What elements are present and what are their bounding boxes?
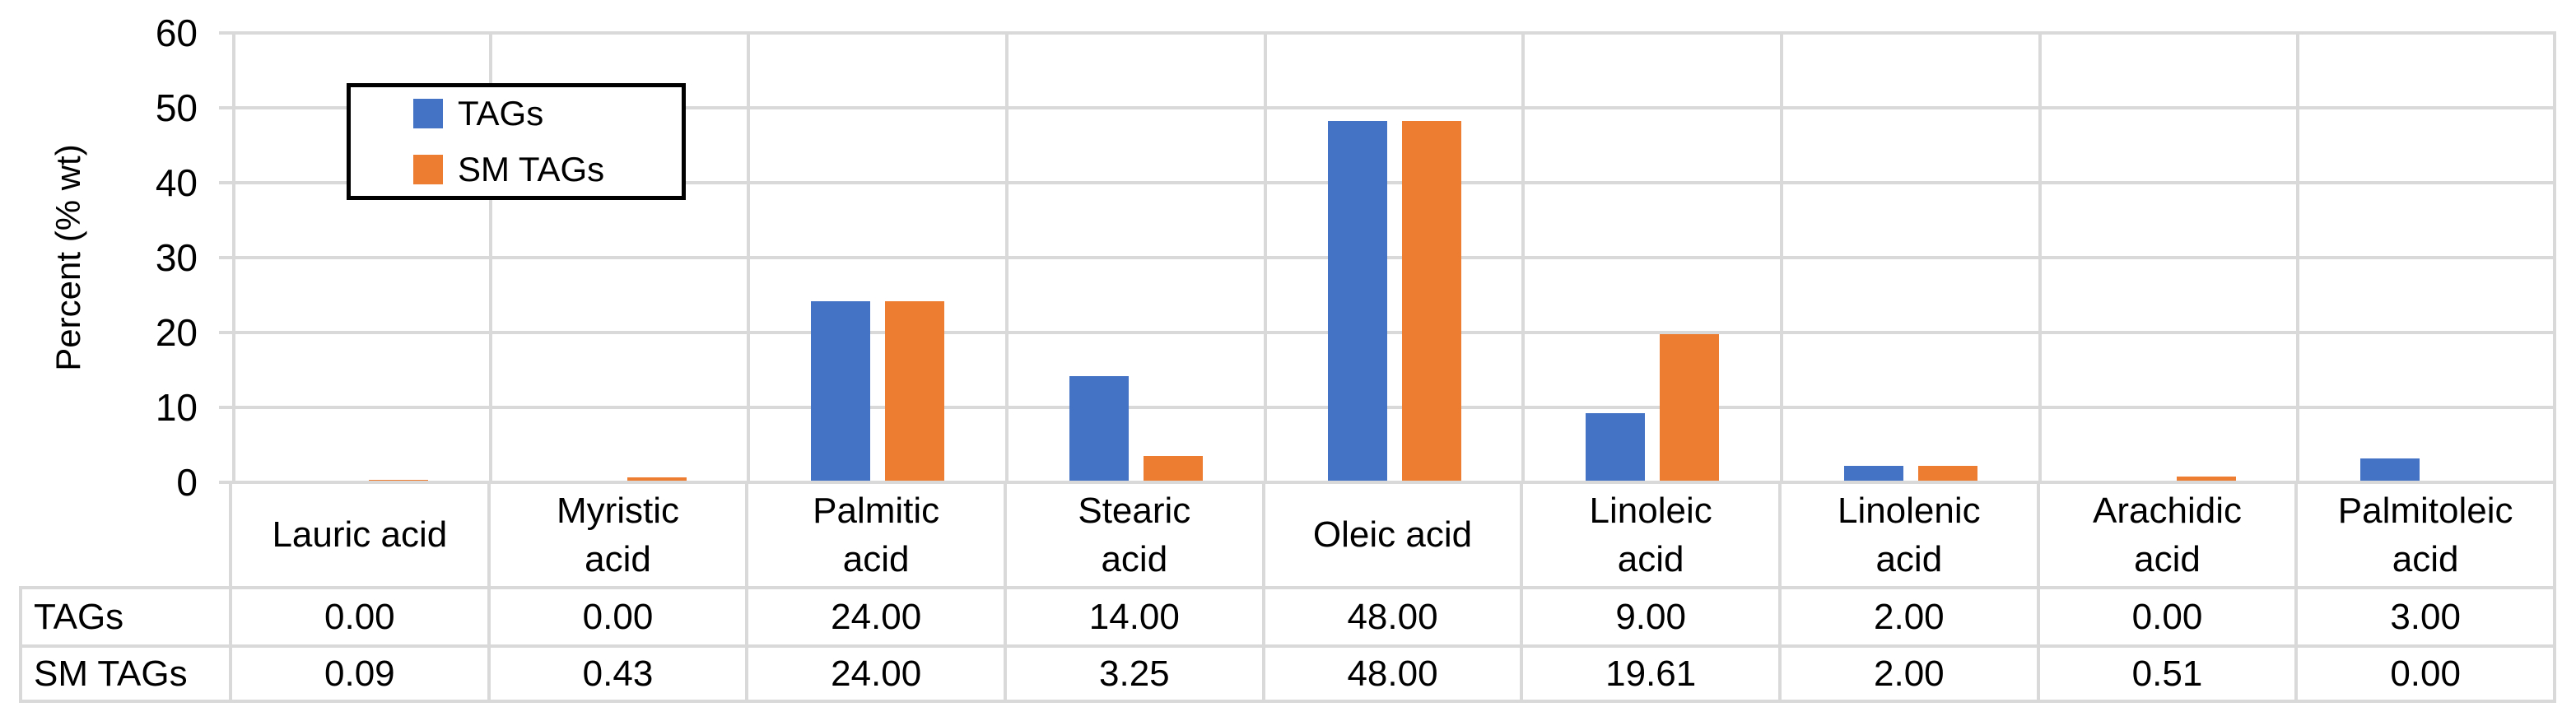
bar-tags-palmitic-acid <box>811 300 871 481</box>
category-header-stearic-acid: Stearic acid <box>1007 484 1265 586</box>
y-tick-label-30: 30 <box>155 236 198 279</box>
value-sm-tags-palmitic-acid: 24.00 <box>748 644 1007 703</box>
value-tags-arachidic-acid: 0.00 <box>2039 586 2299 644</box>
gridline-h-50 <box>232 106 2556 109</box>
table-corner-cell <box>19 484 232 586</box>
value-sm-tags-linoleic-acid: 19.61 <box>1523 644 1782 703</box>
bar-sm-tags-stearic-acid <box>1143 456 1203 481</box>
category-header-lauric-acid: Lauric acid <box>232 484 491 586</box>
gridline-h-30 <box>232 256 2556 259</box>
gridline-h-40 <box>232 181 2556 184</box>
y-tick-mark-10 <box>219 406 232 409</box>
category-header-linoleic-acid: Linoleic acid <box>1523 484 1782 586</box>
gridline-v-3 <box>1005 31 1009 484</box>
gridline-h-0 <box>232 481 2556 484</box>
data-table: Lauric acid Myristic acid Palmitic acid Ste… <box>19 484 2556 703</box>
value-tags-lauric-acid: 0.00 <box>232 586 491 644</box>
row-label-sm-tags: SM TAGs <box>19 644 232 703</box>
bar-sm-tags-lauric-acid <box>368 480 428 481</box>
value-tags-linoleic-acid: 9.00 <box>1523 586 1782 644</box>
value-sm-tags-myristic-acid: 0.43 <box>490 644 749 703</box>
legend-item-tags: TAGs <box>413 96 682 131</box>
bar-sm-tags-linolenic-acid <box>1917 465 1977 481</box>
category-header-myristic-acid: Myristic acid <box>491 484 749 586</box>
value-tags-stearic-acid: 14.00 <box>1006 586 1265 644</box>
bar-tags-palmitoleic-acid <box>2360 458 2420 481</box>
legend: TAGs SM TAGs <box>347 83 686 200</box>
y-tick-mark-20 <box>219 331 232 334</box>
bar-sm-tags-linoleic-acid <box>1660 333 1720 481</box>
bar-tags-stearic-acid <box>1069 375 1129 481</box>
y-tick-label-10: 10 <box>155 386 198 429</box>
y-tick-label-0: 0 <box>176 461 198 504</box>
gridline-v-7 <box>2038 31 2042 484</box>
legend-label-sm-tags: SM TAGs <box>458 150 605 188</box>
y-tick-label-50: 50 <box>155 86 198 129</box>
y-tick-mark-30 <box>219 256 232 259</box>
y-tick-label-40: 40 <box>155 161 198 204</box>
value-tags-palmitic-acid: 24.00 <box>748 586 1007 644</box>
gridline-v-2 <box>747 31 751 484</box>
value-tags-linolenic-acid: 2.00 <box>1781 586 2040 644</box>
category-header-palmitoleic-acid: Palmitoleic acid <box>2298 484 2556 586</box>
value-sm-tags-stearic-acid: 3.25 <box>1006 644 1265 703</box>
gridline-v-1 <box>488 31 492 484</box>
gridline-v-8 <box>2296 31 2300 484</box>
value-tags-oleic-acid: 48.00 <box>1265 586 1524 644</box>
y-tick-mark-0 <box>219 481 232 484</box>
bar-sm-tags-palmitic-acid <box>885 300 945 481</box>
category-header-palmitic-acid: Palmitic acid <box>748 484 1007 586</box>
legend-label-tags: TAGs <box>458 94 544 133</box>
plot-border-left <box>232 31 235 484</box>
value-sm-tags-oleic-acid: 48.00 <box>1265 644 1524 703</box>
gridline-v-4 <box>1263 31 1267 484</box>
legend-item-sm-tags: SM TAGs <box>413 152 682 187</box>
legend-swatch-sm-tags <box>413 155 443 184</box>
category-header-linolenic-acid: Linolenic acid <box>1782 484 2040 586</box>
legend-swatch-tags <box>413 99 443 128</box>
y-tick-mark-40 <box>219 181 232 184</box>
bar-sm-tags-arachidic-acid <box>2176 477 2236 481</box>
bar-tags-linolenic-acid <box>1843 465 1903 481</box>
plot-border-right <box>2553 31 2556 484</box>
y-tick-mark-50 <box>219 106 232 109</box>
bar-tags-oleic-acid <box>1327 121 1387 481</box>
bar-sm-tags-oleic-acid <box>1401 121 1461 481</box>
value-sm-tags-linolenic-acid: 2.00 <box>1781 644 2040 703</box>
value-tags-palmitoleic-acid: 3.00 <box>2298 586 2556 644</box>
value-sm-tags-palmitoleic-acid: 0.00 <box>2298 644 2556 703</box>
y-tick-mark-60 <box>219 31 232 35</box>
value-tags-myristic-acid: 0.00 <box>490 586 749 644</box>
y-tick-label-20: 20 <box>155 311 198 354</box>
y-tick-label-60: 60 <box>155 12 198 54</box>
category-header-oleic-acid: Oleic acid <box>1265 484 1524 586</box>
value-sm-tags-arachidic-acid: 0.51 <box>2039 644 2299 703</box>
row-label-tags: TAGs <box>19 586 232 644</box>
category-header-arachidic-acid: Arachidic acid <box>2040 484 2299 586</box>
gridline-h-60 <box>232 31 2556 35</box>
plot-area: TAGs SM TAGs <box>232 31 2556 484</box>
value-sm-tags-lauric-acid: 0.09 <box>232 644 491 703</box>
gridline-v-6 <box>1780 31 1783 484</box>
gridline-v-5 <box>1521 31 1526 484</box>
gridline-h-10 <box>232 406 2556 409</box>
gridline-h-20 <box>232 331 2556 334</box>
bar-sm-tags-myristic-acid <box>627 477 687 481</box>
bar-tags-linoleic-acid <box>1586 413 1646 481</box>
